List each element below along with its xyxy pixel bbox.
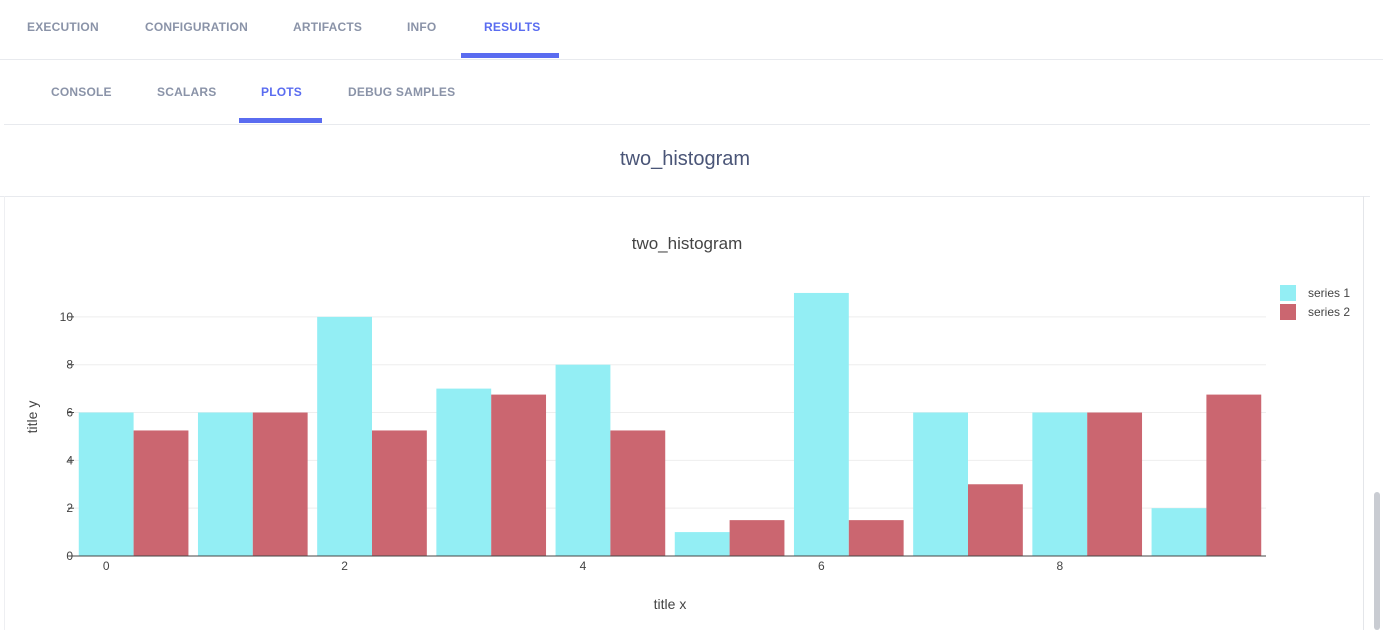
bar-series-1 [793, 292, 849, 556]
bar-series-2 [848, 520, 904, 556]
legend-label-series-2: series 2 [1308, 305, 1350, 319]
bar-series-1 [555, 364, 611, 556]
results-subtab-bar [4, 60, 1370, 125]
bar-series-1 [913, 412, 968, 556]
bar-series-1 [1151, 508, 1207, 556]
bar-series-2 [252, 412, 308, 556]
x-tick-label: 6 [818, 559, 825, 573]
bar-series-1 [436, 388, 492, 556]
x-tick-label: 2 [341, 559, 348, 573]
bar-series-1 [317, 316, 372, 556]
tab-results[interactable]: RESULTS [484, 20, 541, 34]
results-tab-bar: EXECUTION CONFIGURATION ARTIFACTS INFO R… [0, 0, 1383, 60]
legend-swatch-series-1 [1280, 285, 1296, 301]
subtab-console[interactable]: CONSOLE [51, 85, 112, 99]
subtab-plots-indicator [239, 118, 322, 123]
bar-series-2 [1087, 412, 1143, 556]
x-axis-label: title x [654, 596, 687, 612]
y-tick-label: 8 [66, 358, 73, 372]
subtab-scalars[interactable]: SCALARS [157, 85, 217, 99]
x-tick-label: 4 [580, 559, 587, 573]
bar-series-2 [133, 430, 189, 556]
subtab-plots[interactable]: PLOTS [261, 85, 303, 99]
panel-divider [4, 196, 5, 630]
bar-series-2 [968, 484, 1023, 556]
bar-series-1 [1032, 412, 1088, 556]
tab-execution[interactable]: EXECUTION [27, 20, 99, 34]
y-tick-label: 4 [66, 453, 73, 467]
x-tick-label: 0 [103, 559, 110, 573]
bar-series-2 [1206, 394, 1262, 556]
y-tick-label: 0 [66, 549, 73, 563]
chart-bars [78, 292, 1262, 556]
chart-ticks: 0 2 4 6 8 10 0 2 4 6 8 [60, 310, 1064, 573]
plot-section-title: two_histogram [619, 148, 751, 170]
y-axis-label: title y [24, 401, 40, 434]
chart-title: two_histogram [632, 234, 743, 253]
y-tick-label: 6 [66, 406, 73, 420]
bar-series-2 [491, 394, 547, 556]
y-tick-label: 10 [60, 310, 74, 324]
bar-series-1 [78, 412, 134, 556]
subtab-debug-samples[interactable]: DEBUG SAMPLES [348, 85, 456, 99]
chart-legend: series 1 series 2 [1280, 285, 1350, 320]
tab-info[interactable]: INFO [407, 20, 437, 34]
bar-series-2 [372, 430, 427, 556]
tab-results-indicator [461, 53, 559, 58]
tab-artifacts[interactable]: ARTIFACTS [293, 20, 363, 34]
plot-section-header: two_histogram [0, 125, 1370, 197]
histogram-chart: 0 2 4 6 8 10 0 2 4 6 8 two_histogram title x title… [24, 234, 1350, 612]
bar-series-1 [674, 532, 730, 556]
y-tick-label: 2 [66, 501, 73, 515]
bar-series-2 [610, 430, 666, 556]
tab-configuration[interactable]: CONFIGURATION [145, 20, 249, 34]
legend-swatch-series-2 [1280, 304, 1296, 320]
legend-label-series-1: series 1 [1308, 286, 1350, 300]
bar-series-1 [197, 412, 253, 556]
scroll-track [1363, 196, 1364, 630]
bar-series-2 [729, 520, 785, 556]
scrollbar[interactable] [1374, 492, 1380, 630]
x-tick-label: 8 [1056, 559, 1063, 573]
